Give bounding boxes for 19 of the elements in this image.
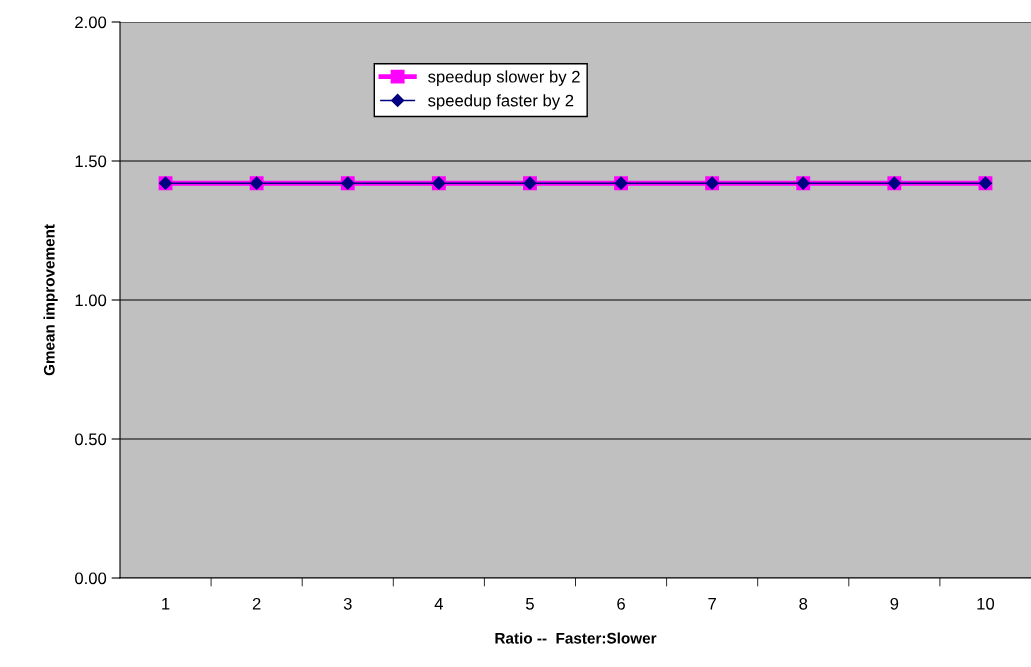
y-tick-label: 1.00: [75, 294, 107, 307]
x-tick-label: 3: [343, 597, 352, 610]
legend-label: speedup slower by 2: [428, 70, 580, 86]
y-tick-label: 1.50: [75, 155, 107, 168]
x-tick-label: 8: [799, 597, 808, 610]
x-tick-label: 4: [434, 598, 443, 610]
y-tick-label: 2.00: [75, 16, 107, 29]
x-tick-label: 7: [708, 598, 716, 610]
x-tick-label: 1: [162, 598, 170, 610]
y-tick-label: 0.50: [75, 433, 107, 446]
x-tick-label: 5: [525, 598, 534, 610]
x-axis-title: Ratio -- Faster:Slower: [495, 632, 657, 644]
y-tick-label: 0.00: [75, 572, 107, 585]
x-tick-label: 9: [890, 597, 899, 610]
x-tick-label: 10: [977, 597, 995, 610]
y-axis-title: Gmean improvement: [43, 224, 58, 376]
x-tick-label: 6: [617, 597, 625, 610]
legend-label: speedup faster by 2: [428, 94, 574, 110]
x-tick-label: 2: [252, 597, 261, 610]
